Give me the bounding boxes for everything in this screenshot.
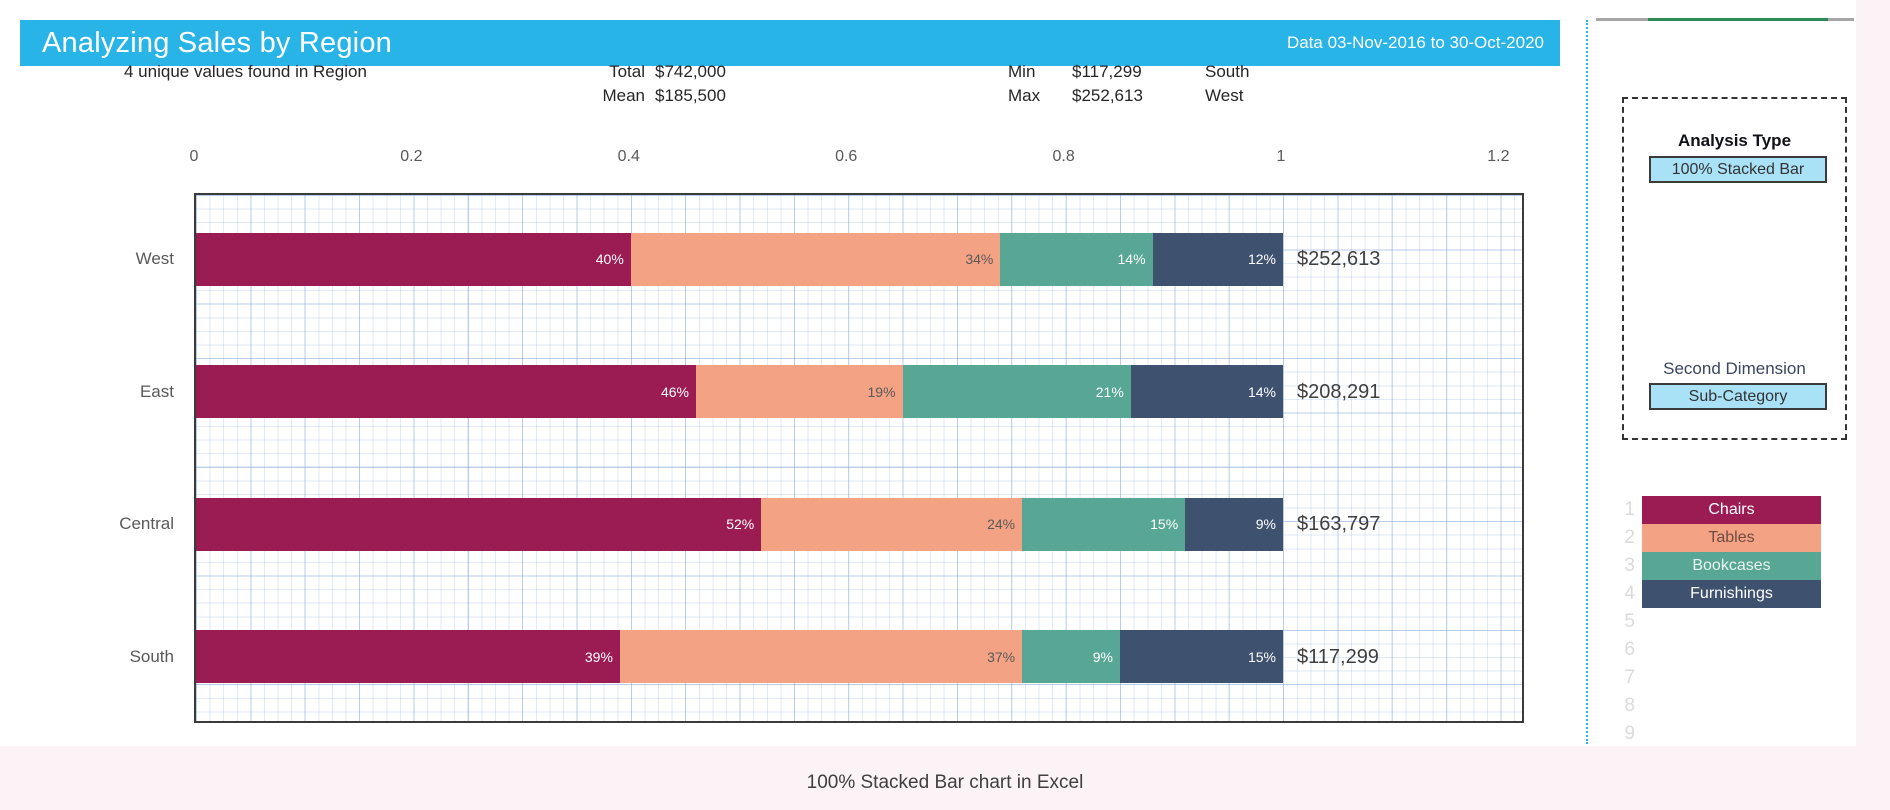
x-axis-tick-0.8: 0.8 xyxy=(1052,148,1075,165)
bar-west: 40% 34% 14% 12% xyxy=(196,232,1283,286)
category-label-west: West xyxy=(135,249,174,269)
legend-row-number: 6 xyxy=(1624,639,1635,660)
bar-total-west: $252,613 xyxy=(1297,248,1381,271)
mean-label: Mean xyxy=(602,86,645,105)
legend-row-6: 6 xyxy=(1598,636,1821,664)
bar-segment-tables: 19% xyxy=(696,365,903,419)
legend-empty-cell xyxy=(1642,692,1821,720)
legend-row-8: 8 xyxy=(1598,692,1821,720)
gray-edge-line xyxy=(1596,18,1648,21)
legend-row-number: 9 xyxy=(1624,723,1635,744)
second-dimension-label: Second Dimension xyxy=(1663,359,1806,378)
bar-segment-bookcases: 15% xyxy=(1022,497,1186,551)
date-range-label: Data 03-Nov-2016 to 30-Oct-2020 xyxy=(1286,33,1544,52)
legend-row-9: 9 xyxy=(1598,720,1821,748)
bar-central: 52% 24% 15% 9% xyxy=(196,497,1283,551)
legend-swatch-tables: Tables xyxy=(1642,524,1821,552)
category-label-east: East xyxy=(139,381,174,401)
x-axis-tick-1.2: 1.2 xyxy=(1487,148,1510,165)
legend-row-5: 5 xyxy=(1598,608,1821,636)
title-bar: Analyzing Sales by Region Data 03-Nov-20… xyxy=(20,20,1560,66)
legend-row-number: 4 xyxy=(1624,583,1635,604)
bar-segment-chairs: 46% xyxy=(196,365,697,419)
bar-segment-tables: 24% xyxy=(761,497,1023,551)
legend-row-number: 7 xyxy=(1624,667,1635,688)
x-axis-tick-0.2: 0.2 xyxy=(400,148,423,165)
gray-edge-line-2 xyxy=(1828,18,1854,21)
legend-row-3: 3 Bookcases xyxy=(1598,552,1821,580)
bar-segment-chairs: 39% xyxy=(196,630,620,684)
bar-segment-furnishings: 14% xyxy=(1130,365,1283,419)
analysis-type-selector[interactable]: 100% Stacked Bar xyxy=(1649,156,1827,183)
bar-south: 39% 37% 9% 15% xyxy=(196,630,1283,684)
bar-east: 46% 19% 21% 14% xyxy=(196,365,1283,419)
legend: 1 Chairs 2 Tables 3 Bookcases 4 Furnishings 5 6 7 8… xyxy=(1598,496,1821,748)
max-label: Max xyxy=(1008,86,1041,105)
max-value: $252,613 xyxy=(1072,86,1143,105)
second-dimension-selector[interactable]: Sub-Category xyxy=(1649,383,1827,410)
chart-caption: 100% Stacked Bar chart in Excel xyxy=(806,772,1084,793)
analysis-type-label: Analysis Type xyxy=(1677,131,1792,150)
mean-value: $185,500 xyxy=(655,86,726,105)
legend-row-number: 3 xyxy=(1624,555,1635,576)
legend-empty-cell xyxy=(1642,608,1821,636)
bar-segment-tables: 37% xyxy=(619,630,1023,684)
bar-segment-furnishings: 9% xyxy=(1185,497,1283,551)
bar-segment-tables: 34% xyxy=(630,232,1001,286)
min-label: Min xyxy=(1008,62,1036,81)
x-axis-tick-0.4: 0.4 xyxy=(617,148,640,165)
bar-segment-furnishings: 12% xyxy=(1152,232,1283,286)
dotted-separator xyxy=(1586,20,1588,744)
bar-segment-bookcases: 21% xyxy=(902,365,1131,419)
bar-segment-bookcases: 9% xyxy=(1022,630,1120,684)
x-axis-tick-0.6: 0.6 xyxy=(835,148,858,165)
green-edge-line xyxy=(1648,18,1828,21)
legend-row-number: 1 xyxy=(1624,499,1635,520)
legend-row-2: 2 Tables xyxy=(1598,524,1821,552)
page-title: Analyzing Sales by Region xyxy=(42,26,392,59)
category-label-south: South xyxy=(129,646,174,666)
x-axis-tick-0: 0 xyxy=(189,148,199,165)
legend-swatch-furnishings: Furnishings xyxy=(1642,580,1821,608)
bar-total-central: $163,797 xyxy=(1297,513,1381,536)
legend-row-number: 8 xyxy=(1624,695,1635,716)
legend-row-1: 1 Chairs xyxy=(1598,496,1821,524)
category-label-central: Central xyxy=(119,514,174,534)
legend-empty-cell xyxy=(1642,720,1821,748)
plot-area: 40% 34% 14% 12% 46% 19% 21% 14% 52% 24% 15% 9% 39% 37… xyxy=(194,193,1524,723)
unique-values-label: 4 unique values found in Region xyxy=(124,62,367,81)
x-axis-tick-1: 1 xyxy=(1276,148,1286,165)
bar-total-south: $117,299 xyxy=(1297,645,1379,668)
legend-empty-cell xyxy=(1642,636,1821,664)
min-value: $117,299 xyxy=(1072,62,1142,81)
bar-segment-bookcases: 14% xyxy=(1000,232,1153,286)
bar-total-east: $208,291 xyxy=(1297,380,1381,403)
legend-row-number: 2 xyxy=(1624,527,1635,548)
bar-segment-chairs: 52% xyxy=(196,497,762,551)
total-label: Total xyxy=(609,62,645,81)
controls-group-box xyxy=(1622,97,1847,440)
bar-segment-chairs: 40% xyxy=(196,232,631,286)
legend-empty-cell xyxy=(1642,664,1821,692)
total-value: $742,000 xyxy=(655,62,726,81)
bar-segment-furnishings: 15% xyxy=(1119,630,1283,684)
legend-swatch-chairs: Chairs xyxy=(1642,496,1821,524)
min-region: South xyxy=(1205,62,1250,81)
legend-row-number: 5 xyxy=(1624,611,1635,632)
legend-row-4: 4 Furnishings xyxy=(1598,580,1821,608)
max-region: West xyxy=(1205,86,1244,105)
legend-swatch-bookcases: Bookcases xyxy=(1642,552,1821,580)
legend-row-7: 7 xyxy=(1598,664,1821,692)
